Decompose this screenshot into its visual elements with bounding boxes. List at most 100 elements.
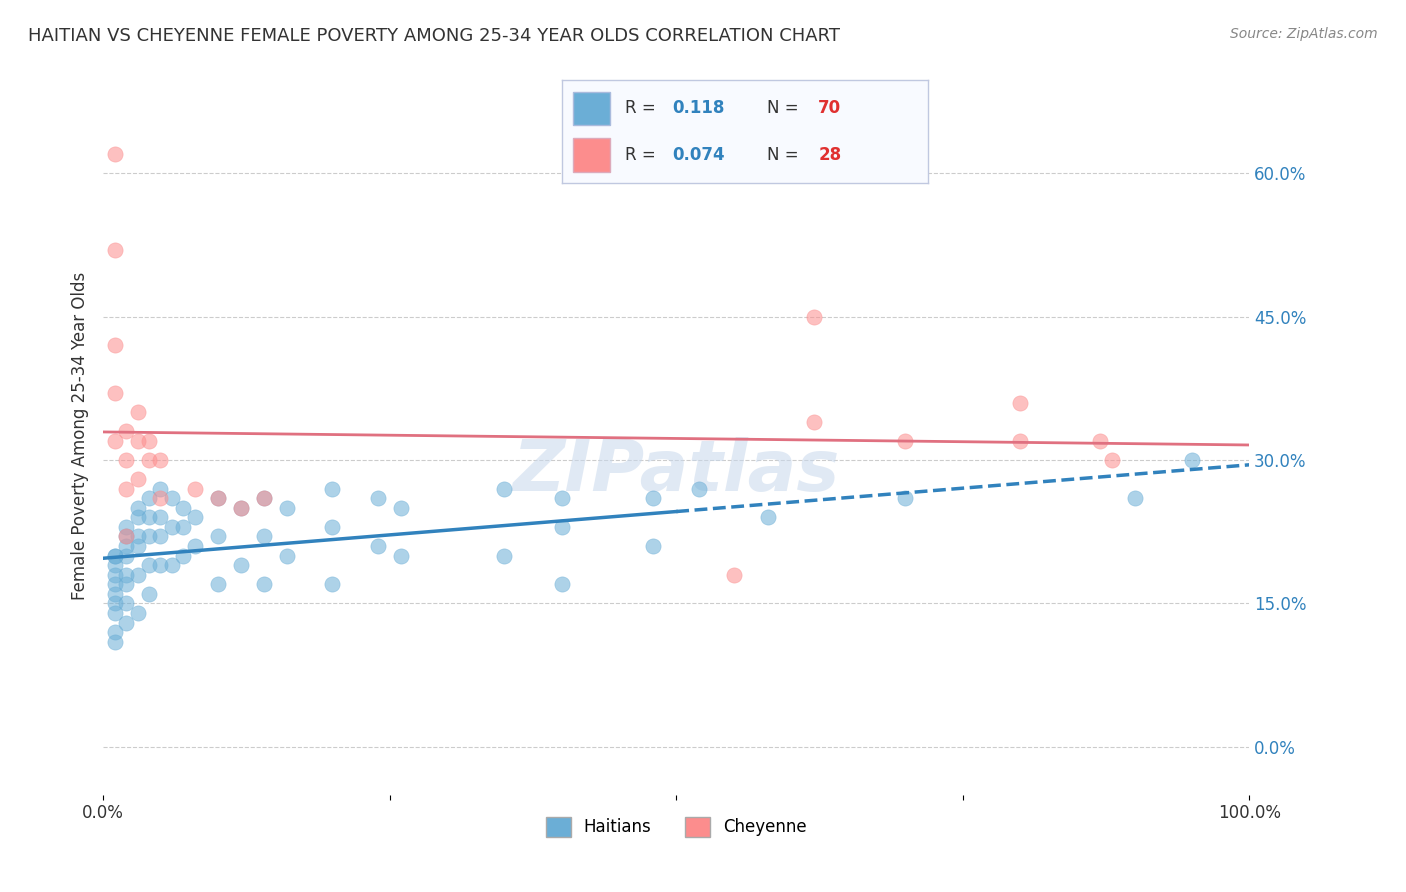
Point: [550, 577, 572, 591]
Point: [104, 386, 127, 401]
Point: [115, 596, 138, 610]
Point: [127, 567, 149, 582]
Point: [229, 500, 252, 515]
Point: [1181, 453, 1204, 467]
Point: [115, 482, 138, 496]
Point: [115, 549, 138, 563]
Point: [688, 482, 710, 496]
Point: [127, 606, 149, 620]
Point: [160, 520, 183, 534]
Point: [138, 558, 160, 573]
Point: [104, 338, 127, 352]
Bar: [574, 92, 610, 126]
Point: [104, 549, 127, 563]
Point: [1090, 434, 1112, 448]
Point: [550, 491, 572, 506]
Point: [252, 529, 274, 543]
Point: [149, 529, 172, 543]
Point: [207, 529, 229, 543]
Point: [104, 558, 127, 573]
Point: [643, 491, 665, 506]
Point: [207, 577, 229, 591]
Point: [127, 539, 149, 553]
Text: N =: N =: [768, 145, 804, 163]
Text: 28: 28: [818, 145, 841, 163]
Point: [115, 577, 138, 591]
Point: [115, 615, 138, 630]
Point: [127, 500, 149, 515]
Point: [276, 549, 298, 563]
Point: [127, 529, 149, 543]
Point: [104, 434, 127, 448]
Point: [149, 491, 172, 506]
Point: [184, 510, 207, 524]
Point: [160, 558, 183, 573]
Point: [321, 577, 343, 591]
Point: [149, 482, 172, 496]
Point: [172, 500, 194, 515]
Point: [1123, 491, 1146, 506]
Point: [138, 491, 160, 506]
Point: [115, 529, 138, 543]
Point: [803, 415, 825, 429]
Point: [1008, 395, 1031, 409]
Point: [172, 549, 194, 563]
Point: [115, 425, 138, 439]
Text: 0.074: 0.074: [672, 145, 724, 163]
Point: [104, 625, 127, 640]
Point: [115, 567, 138, 582]
Point: [1101, 453, 1123, 467]
Point: [127, 472, 149, 486]
Point: [104, 596, 127, 610]
Point: [127, 510, 149, 524]
Point: [367, 539, 389, 553]
Point: [276, 500, 298, 515]
Point: [229, 500, 252, 515]
Point: [389, 500, 412, 515]
Text: R =: R =: [624, 100, 661, 118]
Point: [367, 491, 389, 506]
Point: [104, 577, 127, 591]
Text: R =: R =: [624, 145, 661, 163]
Point: [207, 491, 229, 506]
Point: [160, 491, 183, 506]
Point: [1008, 434, 1031, 448]
Point: [127, 405, 149, 419]
Text: HAITIAN VS CHEYENNE FEMALE POVERTY AMONG 25-34 YEAR OLDS CORRELATION CHART: HAITIAN VS CHEYENNE FEMALE POVERTY AMONG…: [28, 27, 841, 45]
Point: [149, 558, 172, 573]
Point: [138, 453, 160, 467]
Point: [115, 520, 138, 534]
Point: [252, 491, 274, 506]
Point: [149, 453, 172, 467]
Point: [115, 539, 138, 553]
Point: [172, 520, 194, 534]
Point: [723, 567, 745, 582]
Text: 0.118: 0.118: [672, 100, 724, 118]
Point: [138, 587, 160, 601]
Point: [494, 549, 516, 563]
Point: [149, 510, 172, 524]
Text: ZIPatlas: ZIPatlas: [513, 437, 839, 507]
Point: [184, 482, 207, 496]
Point: [252, 491, 274, 506]
Point: [138, 434, 160, 448]
Point: [756, 510, 779, 524]
Point: [550, 520, 572, 534]
Point: [184, 539, 207, 553]
Point: [229, 558, 252, 573]
Text: Source: ZipAtlas.com: Source: ZipAtlas.com: [1230, 27, 1378, 41]
Text: N =: N =: [768, 100, 804, 118]
Point: [389, 549, 412, 563]
Point: [138, 529, 160, 543]
Point: [803, 310, 825, 324]
Point: [104, 606, 127, 620]
Point: [321, 520, 343, 534]
Point: [115, 529, 138, 543]
Text: 70: 70: [818, 100, 841, 118]
Y-axis label: Female Poverty Among 25-34 Year Olds: Female Poverty Among 25-34 Year Olds: [72, 272, 89, 600]
Point: [321, 482, 343, 496]
Point: [252, 577, 274, 591]
Bar: [574, 137, 610, 171]
Point: [894, 434, 917, 448]
Point: [138, 510, 160, 524]
